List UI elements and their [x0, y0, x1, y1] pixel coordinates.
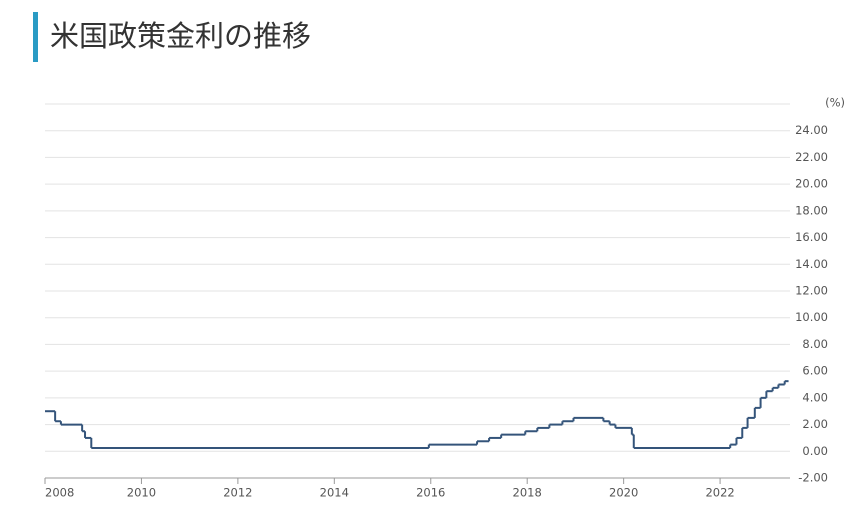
y-tick-label: 12.00 — [795, 284, 828, 298]
y-tick-label: 2.00 — [802, 417, 828, 431]
x-tick-label: 2012 — [223, 486, 252, 500]
x-tick-label: 2020 — [609, 486, 638, 500]
y-unit: (%) — [825, 96, 845, 110]
y-tick-label: 18.00 — [795, 203, 828, 217]
y-tick-label: -2.00 — [798, 471, 828, 485]
y-tick-label: 10.00 — [795, 310, 828, 324]
x-tick-label: 2022 — [705, 486, 734, 500]
y-tick-label: 6.00 — [802, 364, 828, 378]
x-tick-label: 2010 — [127, 486, 156, 500]
y-tick-label: 8.00 — [802, 337, 828, 351]
x-tick-label: 2018 — [513, 486, 542, 500]
y-tick-label: 24.00 — [795, 123, 828, 137]
y-tick-label: 4.00 — [802, 390, 828, 404]
y-tick-label: 22.00 — [795, 150, 828, 164]
x-tick-label: 2014 — [320, 486, 349, 500]
y-tick-label: 0.00 — [802, 444, 828, 458]
title-accent — [33, 12, 38, 62]
x-tick-label: 2008 — [45, 486, 74, 500]
chart-title: 米国政策金利の推移 — [50, 19, 312, 53]
y-tick-label: 20.00 — [795, 177, 828, 191]
y-tick-label: 14.00 — [795, 257, 828, 271]
y-tick-label: 16.00 — [795, 230, 828, 244]
x-tick-label: 2016 — [416, 486, 445, 500]
